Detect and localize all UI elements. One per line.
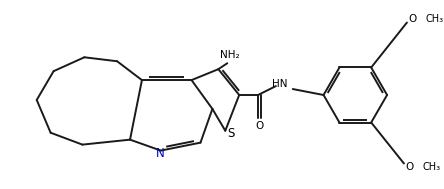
Text: CH₃: CH₃ [423, 163, 441, 172]
Text: HN: HN [272, 79, 288, 89]
Text: NH₂: NH₂ [221, 50, 240, 60]
Text: O: O [255, 121, 263, 131]
Text: O: O [409, 14, 417, 24]
Text: O: O [406, 163, 414, 172]
Text: CH₃: CH₃ [426, 14, 444, 24]
Text: N: N [155, 147, 164, 160]
Text: S: S [228, 127, 235, 140]
